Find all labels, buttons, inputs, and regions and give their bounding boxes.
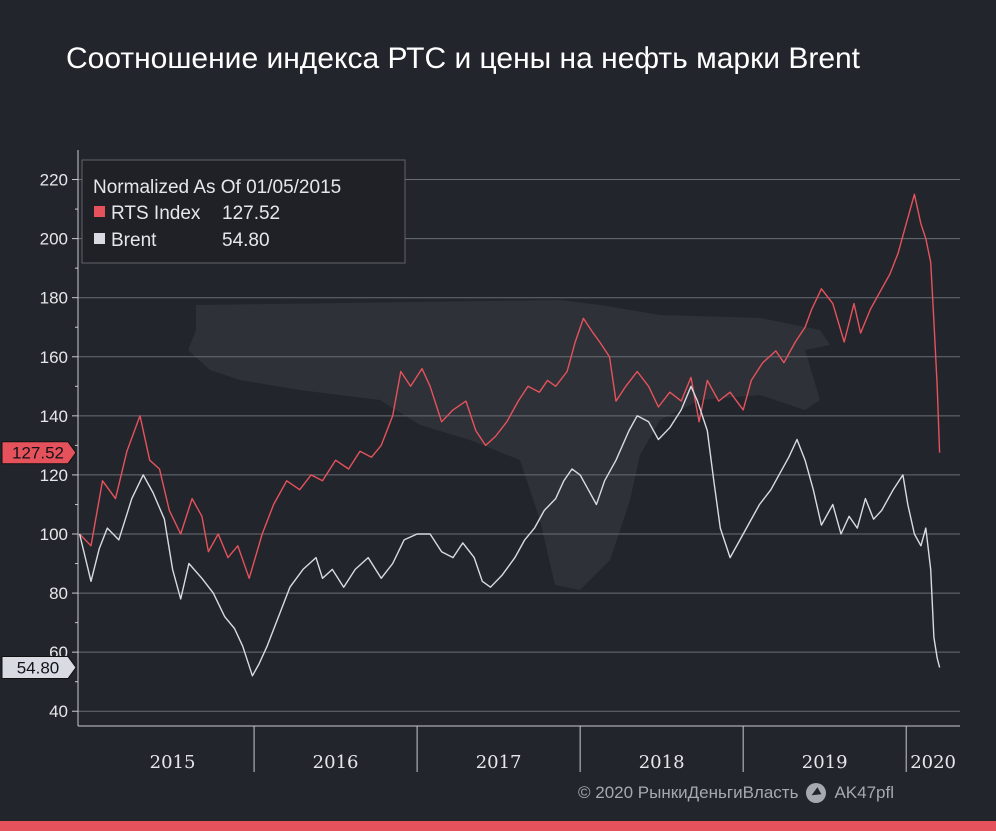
legend: Normalized As Of 01/05/2015 RTS Index 12… [81,159,406,264]
last-value-tag-rts [1,441,77,465]
x-tick-label: 2019 [802,752,848,773]
chart-title: Соотношение индекса РТС и цены на нефть … [66,42,861,75]
last-value-tag-brent [1,656,77,680]
legend-value-brent: 54.80 [222,230,270,251]
x-tick-label: 2018 [639,752,685,773]
x-tick-label: 2020 [910,752,956,773]
x-tick-label: 2016 [313,752,359,773]
y-tick-label: 180 [40,289,68,308]
y-tick-label: 200 [40,230,68,249]
legend-swatch-brent [94,233,105,244]
x-tick-label: 2015 [150,752,196,773]
y-tick-label: 120 [40,466,68,485]
y-tick-label: 140 [40,407,68,426]
channel-name: AK47pfl [834,783,894,802]
last-value-label: 127.52 [12,444,64,463]
series-line-brent [78,385,941,677]
legend-value-rts: 127.52 [222,203,280,224]
copyright-text: © 2020 РынкиДеньгиВласть [578,783,799,802]
y-tick-label: 40 [49,702,68,721]
y-tick-label: 80 [49,584,68,603]
watermark-rifle-icon [188,300,830,590]
series-line-rts-index [79,193,941,579]
legend-swatch-rts [94,206,105,217]
legend-header: Normalized As Of 01/05/2015 [93,177,341,198]
y-tick-label: 220 [40,171,68,190]
last-value-label: 54.80 [17,659,60,678]
legend-label-rts: RTS Index [111,203,201,224]
telegram-icon [806,783,827,803]
y-tick-label: 160 [40,348,68,367]
x-tick-label: 2017 [476,752,522,773]
bottom-accent-bar [0,821,996,831]
legend-label-brent: Brent [111,230,157,251]
footer: © 2020 РынкиДеньгиВласть AK47pfl [578,783,894,803]
y-tick-label: 100 [40,525,68,544]
